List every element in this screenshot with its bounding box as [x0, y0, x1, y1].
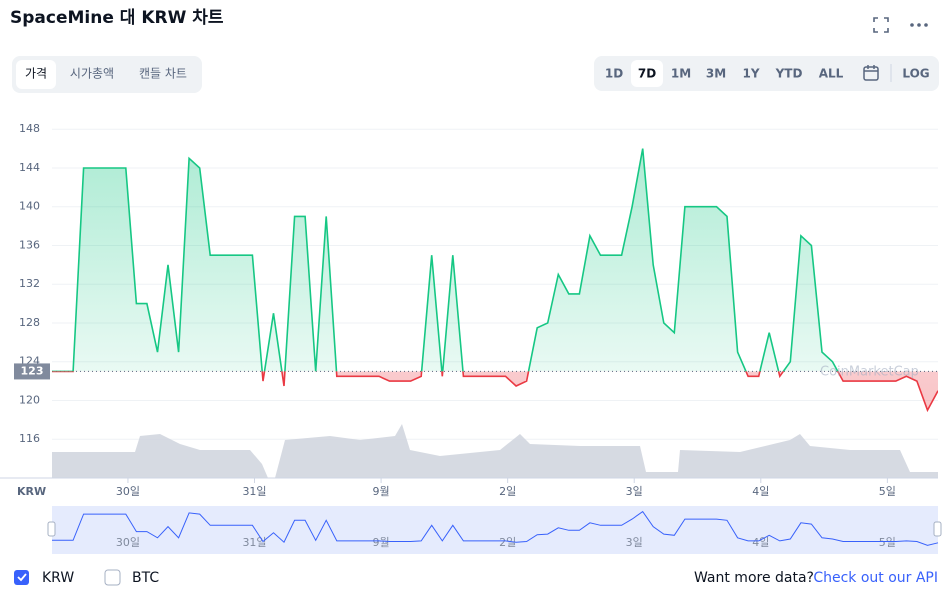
range-button[interactable]: 1Y — [742, 67, 759, 81]
area-down — [52, 371, 938, 411]
line-up — [52, 148, 839, 372]
y-tick-label: 116 — [19, 432, 40, 445]
navigator-label: 30일 — [116, 535, 140, 549]
line-down — [52, 371, 938, 413]
fullscreen-icon[interactable] — [873, 17, 889, 33]
api-link[interactable]: Check out our API — [813, 570, 938, 586]
x-tick-label: 9월 — [373, 485, 390, 498]
legend-checkbox[interactable] — [104, 569, 121, 586]
tab[interactable]: 가격 — [25, 67, 47, 81]
current-value: 123 — [21, 364, 44, 377]
range-button[interactable]: YTD — [775, 67, 803, 81]
current-badge — [14, 363, 50, 380]
active-range — [631, 60, 663, 87]
legend-checkbox[interactable] — [14, 570, 29, 585]
range-button[interactable]: ALL — [819, 67, 844, 81]
range-group — [594, 56, 939, 91]
navigator-handle[interactable] — [933, 521, 942, 537]
navigator-label: 4일 — [752, 535, 769, 549]
navigator-label: 3일 — [626, 535, 643, 549]
range-button[interactable]: 1M — [671, 67, 691, 81]
x-tick-label: 5일 — [879, 484, 896, 498]
y-tick-label: 128 — [19, 316, 40, 329]
legend-label: BTC — [132, 570, 159, 586]
chart-title: SpaceMine 대 KRW 차트 — [10, 8, 224, 28]
tab-group — [12, 56, 202, 93]
y-tick-label: 132 — [19, 277, 40, 290]
navigator-handle[interactable] — [47, 521, 56, 537]
more-icon[interactable] — [910, 23, 928, 27]
y-tick-label: 120 — [19, 393, 40, 406]
volume-area — [52, 424, 938, 478]
watermark: CoinMarketCap — [820, 365, 919, 380]
active-tab — [16, 60, 56, 89]
y-tick-label: 148 — [19, 122, 40, 135]
x-tick-label: 3일 — [626, 484, 643, 498]
tab[interactable]: 캔들 차트 — [139, 67, 187, 81]
y-tick-label: 136 — [19, 238, 40, 251]
tab[interactable]: 시가총액 — [70, 67, 114, 81]
legend-label: KRW — [42, 570, 74, 586]
y-tick-label: 140 — [19, 200, 40, 213]
navigator — [52, 506, 938, 554]
axis-label: KRW — [17, 485, 46, 498]
x-tick-label: 2일 — [499, 484, 516, 498]
navigator-line — [52, 510, 939, 546]
area-up — [52, 148, 838, 372]
x-tick-label: 30일 — [116, 484, 140, 498]
calendar-icon[interactable] — [863, 65, 879, 81]
range-button[interactable]: LOG — [902, 67, 929, 81]
check-icon — [17, 573, 27, 582]
y-tick-label: 144 — [19, 161, 40, 174]
footer-text: Want more data? — [694, 570, 814, 586]
x-tick-label: 31일 — [242, 484, 266, 498]
navigator-label: 2일 — [499, 535, 516, 549]
navigator-label: 9월 — [373, 536, 390, 549]
range-button[interactable]: 1D — [605, 67, 623, 81]
range-button[interactable]: 3M — [706, 67, 726, 81]
x-tick-label: 4일 — [752, 484, 769, 498]
range-button[interactable]: 7D — [638, 67, 656, 81]
